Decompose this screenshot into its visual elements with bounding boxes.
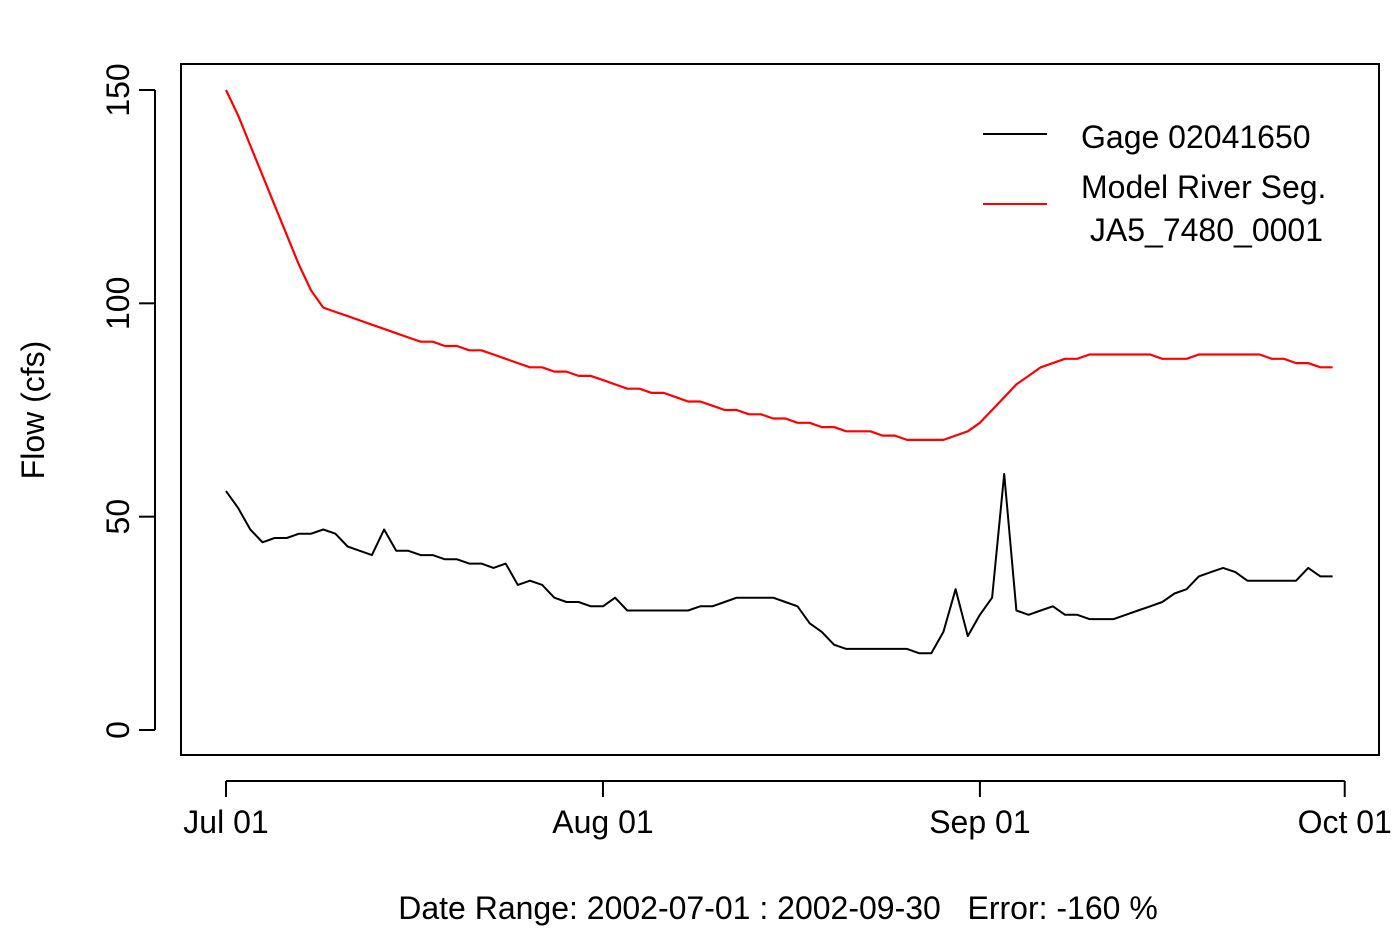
legend-label-line: Model River Seg. bbox=[1081, 169, 1326, 205]
legend-label-line: JA5_7480_0001 bbox=[1081, 212, 1323, 248]
y-axis-label: Flow (cfs) bbox=[15, 341, 51, 480]
plot-frame bbox=[180, 63, 1380, 756]
x-tick-label: Sep 01 bbox=[929, 804, 1030, 840]
x-tick-label: Oct 01 bbox=[1298, 804, 1392, 840]
legend: Gage 02041650 Model River Seg. JA5_7480_0… bbox=[983, 119, 1326, 248]
y-tick-label: 50 bbox=[100, 499, 136, 535]
legend-label: Gage 02041650 bbox=[1081, 119, 1311, 155]
gage-series-line bbox=[225, 473, 1333, 655]
x-tick-label: Aug 01 bbox=[552, 804, 653, 840]
x-tick-label: Jul 01 bbox=[183, 804, 268, 840]
legend-label: Model River Seg. JA5_7480_0001 bbox=[1081, 169, 1326, 248]
x-axis-label: Date Range: 2002-07-01 : 2002-09-30 Erro… bbox=[398, 890, 1158, 926]
x-axis: Jul 01 Aug 01 Sep 01 Oct 01 bbox=[183, 780, 1392, 840]
y-tick-label: 0 bbox=[100, 721, 136, 739]
y-tick-label: 150 bbox=[100, 63, 136, 116]
model-series-line bbox=[225, 89, 1333, 441]
legend-label-line: Gage 02041650 bbox=[1081, 119, 1311, 155]
series-layer bbox=[225, 89, 1333, 655]
y-axis: 0 50 100 150 bbox=[100, 63, 156, 739]
y-tick-label: 100 bbox=[100, 277, 136, 330]
